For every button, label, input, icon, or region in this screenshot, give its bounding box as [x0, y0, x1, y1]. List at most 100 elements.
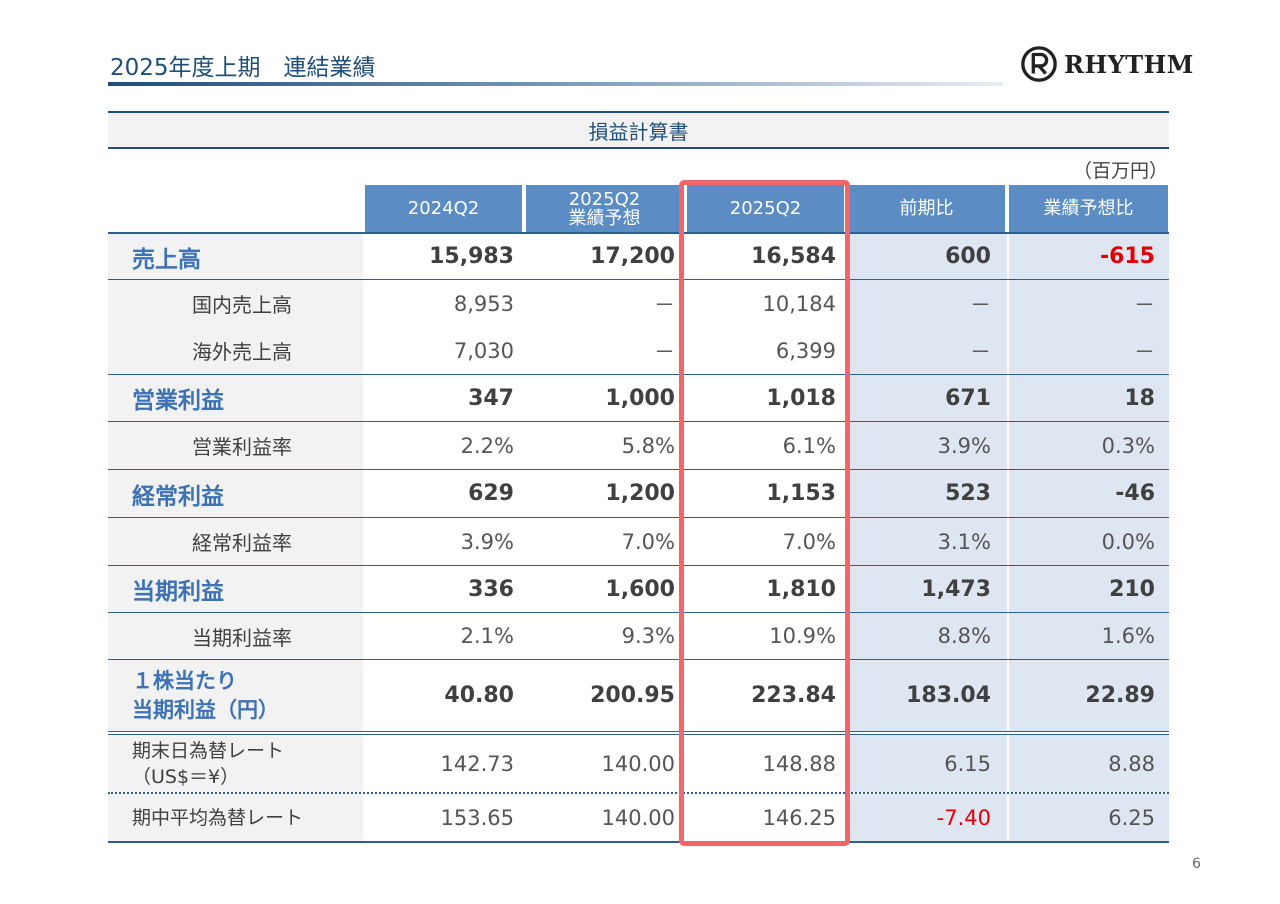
table-row-period-end-fx: 期末日為替レート （US$＝¥） 142.73 140.00 148.88 6.…	[108, 735, 1169, 792]
table-row-net-margin: 当期利益率 2.1% 9.3% 10.9% 8.8% 1.6%	[108, 613, 1169, 659]
cell-vs-forecast: 6.25	[1007, 794, 1169, 841]
table-row-sales: 売上高 15,983 17,200 16,584 600 -615	[108, 234, 1169, 279]
cell-vs-forecast: 0.0%	[1007, 518, 1169, 565]
cell-vs-forecast: －	[1007, 280, 1169, 327]
cell-forecast: 17,200	[524, 234, 685, 279]
cell-yoy: 523	[846, 470, 1007, 517]
cell-2025q2: 148.88	[685, 735, 846, 792]
cell-2025q2: 10.9%	[685, 613, 846, 659]
cell-forecast: 1,600	[524, 566, 685, 612]
page-title: 2025年度上期 連結業績	[110, 55, 376, 81]
row-label: 経常利益率	[108, 518, 363, 565]
title-underline	[108, 82, 1003, 86]
cell-2024q2: 347	[363, 375, 524, 421]
cell-2024q2: 8,953	[363, 280, 524, 327]
page-number: 6	[1192, 856, 1201, 872]
section-title: 損益計算書	[108, 111, 1169, 149]
row-divider	[108, 374, 1169, 375]
cell-vs-forecast: 22.89	[1007, 660, 1169, 731]
row-divider	[108, 565, 1169, 566]
cell-2024q2: 2.2%	[363, 422, 524, 469]
company-logo: RHYTHM	[1020, 44, 1194, 84]
rhythm-logo-icon	[1021, 46, 1057, 82]
cell-2024q2: 40.80	[363, 660, 524, 731]
row-label: 期末日為替レート （US$＝¥）	[108, 735, 363, 792]
row-label: 営業利益	[108, 375, 363, 421]
cell-forecast: 200.95	[524, 660, 685, 731]
cell-vs-forecast: 8.88	[1007, 735, 1169, 792]
row-label: 期中平均為替レート	[108, 794, 363, 841]
cell-yoy: 1,473	[846, 566, 1007, 612]
table-top-border	[108, 232, 1169, 234]
cell-forecast: －	[524, 280, 685, 327]
table-bottom-border	[108, 841, 1169, 843]
cell-yoy: 671	[846, 375, 1007, 421]
row-divider	[108, 279, 1169, 280]
cell-yoy: 183.04	[846, 660, 1007, 731]
row-divider	[108, 421, 1169, 422]
row-label: １株当たり 当期利益（円）	[108, 660, 363, 731]
row-label: 売上高	[108, 234, 363, 279]
table-row-eps: １株当たり 当期利益（円） 40.80 200.95 223.84 183.04…	[108, 660, 1169, 731]
cell-2024q2: 336	[363, 566, 524, 612]
cell-vs-forecast: 18	[1007, 375, 1169, 421]
cell-2025q2: 7.0%	[685, 518, 846, 565]
cell-forecast: 140.00	[524, 794, 685, 841]
row-label: 当期利益率	[108, 613, 363, 659]
row-label: 海外売上高	[108, 327, 363, 374]
cell-2025q2: 1,153	[685, 470, 846, 517]
table-row-average-fx: 期中平均為替レート 153.65 140.00 146.25 -7.40 6.2…	[108, 794, 1169, 841]
cell-2025q2: 146.25	[685, 794, 846, 841]
column-header-2024q2: 2024Q2	[365, 185, 522, 232]
table-row-operating-margin: 営業利益率 2.2% 5.8% 6.1% 3.9% 0.3%	[108, 422, 1169, 469]
cell-2025q2: 1,018	[685, 375, 846, 421]
cell-2024q2: 2.1%	[363, 613, 524, 659]
table-row-overseas-sales: 海外売上高 7,030 － 6,399 － －	[108, 327, 1169, 374]
cell-yoy: 6.15	[846, 735, 1007, 792]
cell-yoy: －	[846, 280, 1007, 327]
cell-2025q2: 16,584	[685, 234, 846, 279]
cell-forecast: －	[524, 327, 685, 374]
cell-2025q2: 223.84	[685, 660, 846, 731]
cell-forecast: 5.8%	[524, 422, 685, 469]
cell-vs-forecast: 0.3%	[1007, 422, 1169, 469]
cell-vs-forecast: 210	[1007, 566, 1169, 612]
cell-2025q2: 10,184	[685, 280, 846, 327]
cell-2024q2: 15,983	[363, 234, 524, 279]
row-divider	[108, 659, 1169, 660]
cell-yoy: 3.9%	[846, 422, 1007, 469]
cell-2024q2: 3.9%	[363, 518, 524, 565]
cell-yoy: －	[846, 327, 1007, 374]
cell-2024q2: 7,030	[363, 327, 524, 374]
cell-vs-forecast: 1.6%	[1007, 613, 1169, 659]
cell-vs-forecast: －	[1007, 327, 1169, 374]
row-divider	[108, 612, 1169, 613]
row-label: 経常利益	[108, 470, 363, 517]
cell-yoy: -7.40	[846, 794, 1007, 841]
logo-text: RHYTHM	[1064, 49, 1194, 79]
row-divider	[108, 731, 1169, 732]
row-label: 国内売上高	[108, 280, 363, 327]
row-divider	[108, 517, 1169, 518]
table-row-ordinary-margin: 経常利益率 3.9% 7.0% 7.0% 3.1% 0.0%	[108, 518, 1169, 565]
row-divider	[108, 469, 1169, 470]
column-header-vs-forecast: 業績予想比	[1009, 185, 1168, 232]
cell-forecast: 1,000	[524, 375, 685, 421]
cell-2025q2: 1,810	[685, 566, 846, 612]
table-row-ordinary-profit: 経常利益 629 1,200 1,153 523 -46	[108, 470, 1169, 517]
column-header-yoy: 前期比	[848, 185, 1005, 232]
cell-2025q2: 6.1%	[685, 422, 846, 469]
cell-2024q2: 153.65	[363, 794, 524, 841]
cell-2024q2: 142.73	[363, 735, 524, 792]
cell-vs-forecast: -46	[1007, 470, 1169, 517]
row-label: 当期利益	[108, 566, 363, 612]
cell-2025q2: 6,399	[685, 327, 846, 374]
column-header-2025q2-forecast: 2025Q2 業績予想	[526, 185, 683, 232]
row-divider-double	[108, 734, 1169, 735]
cell-forecast: 1,200	[524, 470, 685, 517]
cell-forecast: 140.00	[524, 735, 685, 792]
table-row-operating-profit: 営業利益 347 1,000 1,018 671 18	[108, 375, 1169, 421]
cell-yoy: 8.8%	[846, 613, 1007, 659]
column-highlight-box	[679, 180, 850, 846]
table-row-domestic-sales: 国内売上高 8,953 － 10,184 － －	[108, 280, 1169, 327]
